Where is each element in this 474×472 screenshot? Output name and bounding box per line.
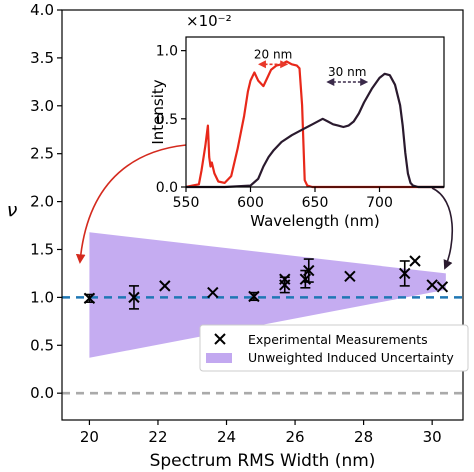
x-marker: [159, 280, 171, 292]
legend-entry-uncertainty: Unweighted Induced Uncertainty: [206, 350, 454, 365]
main-plot-frame: [61, 9, 464, 421]
x-marker: [207, 286, 219, 299]
inset-spectra-layer: [185, 60, 444, 189]
measurement-point: [128, 285, 140, 310]
x-tick-label: 20: [80, 428, 99, 446]
inset-y-ticks: 0.0 0.5 1.0: [156, 44, 186, 196]
measurement-point: [207, 286, 219, 299]
x-tick-label: 28: [354, 428, 373, 446]
red-connector-arrow: [75, 144, 187, 264]
inset-x-axis-label: Wavelength (nm): [250, 212, 380, 230]
x-tick-label: 30: [423, 428, 442, 446]
inset-annotations: 20 nm 30 nm: [254, 47, 369, 86]
y-tick-label: 0.5: [30, 336, 54, 354]
y-tick-label: 3.0: [30, 97, 54, 115]
reference-lines: [62, 296, 463, 395]
measurement-point: [426, 279, 438, 291]
uncertainty-band: [89, 232, 446, 358]
inset-x-tick-label: 600: [237, 195, 264, 211]
main-x-axis-label: Spectrum RMS Width (nm): [150, 451, 376, 471]
x-marker: [303, 264, 315, 277]
inset-y-axis-label: Intensity: [149, 79, 167, 144]
main-y-axis-label: ν: [7, 199, 18, 221]
y-tick-label: 3.5: [30, 49, 54, 67]
spectrum-wide-line: [186, 72, 444, 189]
inset-x-ticks: 550 600 650 700: [173, 187, 393, 211]
measurement-point: [303, 258, 315, 283]
inset-x-tick-label: 550: [173, 195, 200, 211]
measurement-point: [399, 260, 411, 287]
measurement-point: [409, 255, 421, 267]
measurement-point: [248, 290, 260, 303]
legend-label-measurements: Experimental Measurements: [248, 332, 428, 347]
inset-chart: 550 600 650 700 0.0 0.5 1.0 ×10⁻² Wavelength …: [149, 12, 445, 230]
y-tick-label: 2.5: [30, 145, 54, 163]
annotation-30nm: 30 nm: [328, 65, 366, 79]
inset-scale-label: ×10⁻²: [186, 12, 232, 30]
measurement-point: [159, 280, 171, 292]
x-tick-label: 24: [217, 428, 236, 446]
y-tick-label: 1.0: [30, 288, 54, 306]
x-tick-label: 22: [148, 428, 167, 446]
inset-y-tick-label: 0.5: [156, 112, 178, 128]
measurement-point: [344, 270, 356, 283]
x-marker: [399, 267, 411, 280]
main-y-ticks: 0.0 0.5 1.0 1.5 2.0 2.5 3.0 3.5 4.0: [30, 1, 62, 402]
main-chart: 20 22 24 26 28 30 0.0 0.5 1.0 1.5 2.0 2.5 3.0 3.5 4.0…: [7, 1, 469, 471]
inset-y-tick-label: 1.0: [156, 44, 178, 60]
uncertainty-band-layer: [89, 232, 446, 358]
dark-connector-arrow: [431, 187, 454, 270]
measurement-point: [436, 281, 449, 293]
inset-y-tick-label: 0.0: [156, 180, 178, 196]
inset-background: [186, 37, 444, 187]
inset-x-tick-label: 650: [302, 195, 329, 211]
annotation-20nm: 20 nm: [254, 47, 292, 61]
legend-x-marker-icon: [214, 333, 226, 345]
legend-label-uncertainty: Unweighted Induced Uncertainty: [248, 350, 454, 365]
measurement-point: [279, 273, 291, 285]
x-tick-label: 26: [286, 428, 305, 446]
x-marker: [128, 291, 140, 304]
x-marker: [83, 292, 96, 305]
measurement-point: [83, 292, 96, 305]
x-marker: [409, 255, 421, 267]
y-tick-label: 1.5: [30, 240, 54, 258]
x-marker: [426, 279, 438, 291]
legend: Experimental Measurements Unweighted Ind…: [199, 324, 469, 372]
main-x-ticks: 20 22 24 26 28 30: [80, 420, 442, 446]
y-tick-label: 4.0: [30, 1, 54, 19]
legend-box: [199, 324, 469, 372]
x-marker: [344, 270, 356, 283]
x-marker: [436, 281, 449, 293]
x-marker: [248, 290, 260, 303]
legend-band-swatch: [206, 353, 232, 363]
y-tick-label: 0.0: [30, 384, 54, 402]
legend-entry-measurements: Experimental Measurements: [214, 332, 428, 347]
spectrum-narrow-line: [185, 60, 444, 189]
measurement-points-layer: [83, 255, 449, 310]
x-marker: [279, 273, 291, 285]
inset-x-tick-label: 700: [366, 195, 393, 211]
y-tick-label: 2.0: [30, 193, 54, 211]
